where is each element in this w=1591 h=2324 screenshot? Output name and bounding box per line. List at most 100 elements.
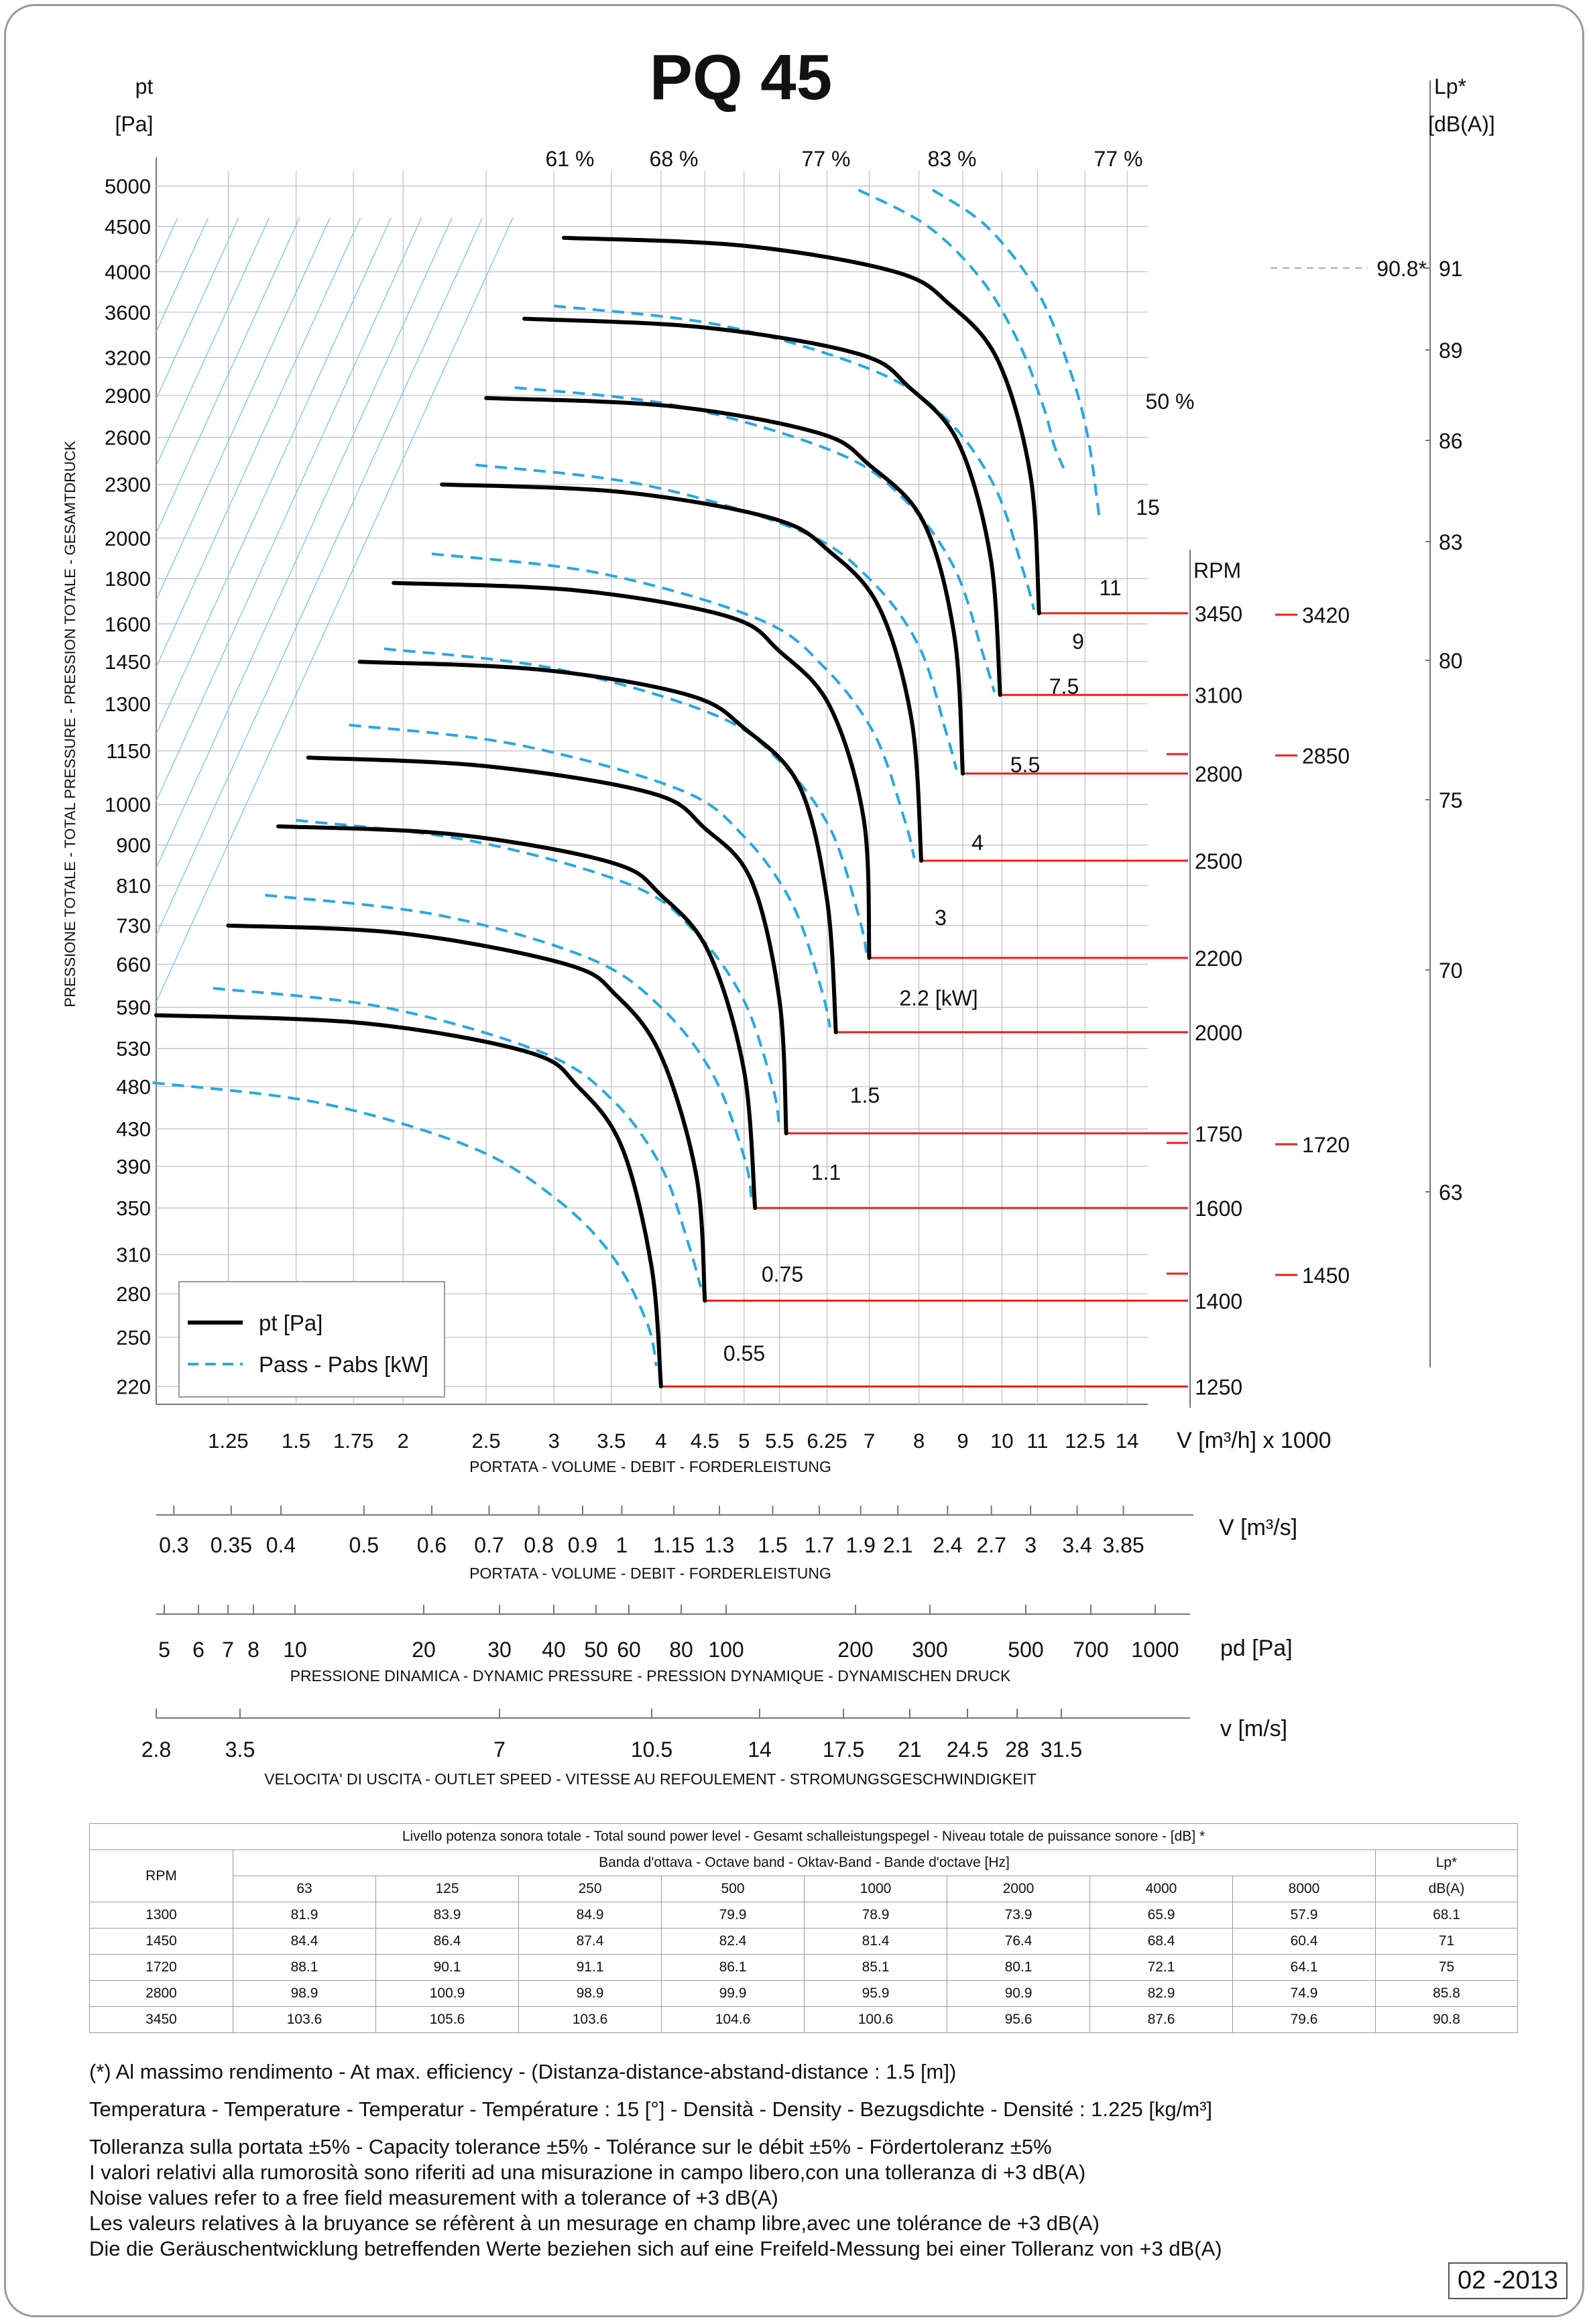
scale-tick-label: 28	[1005, 1737, 1029, 1762]
rpm-label-1750: 1750	[1195, 1122, 1242, 1146]
note-noise-de: Die die Geräuschentwicklung betreffenden…	[89, 2237, 1222, 2260]
band-cell: 125	[375, 1876, 519, 1902]
lp-tick-label: 89	[1439, 339, 1463, 363]
table-cell: 86.1	[661, 1954, 805, 1981]
scale-tick-label: 3.85	[1102, 1533, 1144, 1557]
table-band-header: Banda d'ottava - Octave band - Oktav-Ban…	[233, 1849, 1376, 1876]
table-band-row: 63 125 250 500 1000 2000 4000 8000 dB(A)	[90, 1876, 1519, 1902]
note-efficiency: (*) Al massimo rendimento - At max. effi…	[89, 2060, 957, 2083]
lp-axis-unit: [dB(A)]	[1428, 112, 1495, 136]
scale-tick-label: 1.3	[705, 1533, 734, 1557]
table-cell: 1450	[89, 1928, 233, 1955]
efficiency-line	[156, 217, 422, 802]
table-cell: 99.9	[661, 1980, 805, 2007]
power-label: 11	[1099, 576, 1121, 600]
x-tick-label: 1.25	[208, 1429, 248, 1453]
efficiency-label: 77 %	[802, 147, 851, 171]
chart-labels: 2202502803103503904304805305906607308109…	[105, 147, 1463, 1453]
legend-box	[178, 1281, 445, 1398]
x-tick-label: 8	[913, 1429, 925, 1453]
x-tick-label: 1.5	[282, 1429, 310, 1453]
lp-tick-label: 83	[1439, 530, 1463, 554]
pt-curve-1250	[154, 1013, 663, 1389]
y-axis-unit-pt: [Pa]	[115, 112, 154, 136]
x-tick-label: 11	[1026, 1429, 1048, 1453]
scale-tick-label: 7	[222, 1638, 234, 1662]
scale-tick-label: 2.4	[933, 1533, 962, 1557]
table-cell: 98.9	[518, 1980, 662, 2007]
table-title: Livello potenza sonora totale - Total so…	[89, 1823, 1519, 1850]
y-tick-label: 660	[116, 953, 151, 976]
scale-tick-label: 500	[1008, 1638, 1043, 1662]
x-tick-label: 6.25	[807, 1429, 847, 1453]
x-tick-label: 5.5	[765, 1429, 794, 1453]
efficiency-line	[156, 217, 178, 265]
lp-tick-label: 75	[1439, 788, 1463, 812]
efficiency-line	[156, 217, 270, 467]
efficiency-line	[156, 217, 514, 1003]
scale-tick-label: 80	[669, 1638, 693, 1662]
rpm-extra-label: 3420	[1302, 603, 1350, 627]
x-tick-label: 3.5	[597, 1429, 626, 1453]
scale-tick-label: 21	[898, 1737, 922, 1762]
power-curve-8	[475, 463, 958, 770]
efficiency-line	[156, 217, 239, 400]
x-tick-label: 5	[738, 1429, 750, 1453]
table-cell: 68.4	[1089, 1928, 1233, 1955]
scale-tick-label: 0.4	[266, 1533, 296, 1557]
y-tick-label: 2900	[105, 384, 151, 408]
y-tick-label: 310	[116, 1243, 151, 1267]
table-cell: 100.6	[804, 2006, 947, 2033]
table-row: 1300 81.9 83.9 84.9 79.9 78.9 73.9 65.9 …	[89, 1902, 1519, 1929]
scale-tick-label: 2.8	[141, 1737, 171, 1762]
scale-tick-label: 60	[617, 1638, 641, 1662]
x-tick-label: 9	[957, 1429, 968, 1453]
note-tolerance: Tolleranza sulla portata ±5% - Capacity …	[89, 2135, 1052, 2158]
y-tick-label: 1450	[105, 650, 151, 674]
table-row: 1450 84.4 86.4 87.4 82.4 81.4 76.4 68.4 …	[89, 1928, 1519, 1955]
rpm-label-2800: 2800	[1195, 762, 1242, 786]
band-cell: 250	[518, 1876, 662, 1902]
table-row: 3450 103.6 105.6 103.6 104.6 100.6 95.6 …	[89, 2006, 1519, 2033]
table-cell: 91.1	[518, 1954, 662, 1981]
power-label: 0.55	[723, 1341, 765, 1365]
y-tick-label: 280	[116, 1282, 151, 1306]
band-cell: 8000	[1232, 1876, 1376, 1902]
scale-tick-label: 40	[542, 1638, 566, 1662]
power-curve-2	[213, 987, 703, 1288]
scale-tick-label: 31.5	[1041, 1737, 1082, 1762]
note-temperature: Temperatura - Temperature - Temperatur -…	[89, 2097, 1213, 2121]
table-cell: 2800	[89, 1980, 233, 2007]
table-cell: 65.9	[1089, 1902, 1233, 1929]
rpm-extra-label: 1720	[1302, 1133, 1350, 1157]
x-tick-label: 4.5	[691, 1429, 719, 1453]
table-cell: 81.4	[804, 1928, 947, 1955]
table-row: 2800 98.9 100.9 98.9 99.9 95.9 90.9 82.9…	[89, 1980, 1519, 2007]
legend-power-label: Pass - Pabs [kW]	[259, 1352, 428, 1377]
scale-tick-label: 10.5	[631, 1737, 672, 1762]
pt-curve-3100	[522, 316, 1002, 697]
pt-curve-2200	[392, 580, 872, 960]
scale-tick-label: 6	[192, 1638, 204, 1662]
y-tick-label: 2000	[105, 527, 151, 550]
table-cell: 84.4	[233, 1928, 376, 1955]
scale-tick-label: 50	[584, 1638, 608, 1662]
y-tick-label: 430	[116, 1117, 151, 1141]
scale-tick-label: 0.35	[211, 1533, 252, 1557]
lp-tick-label: 70	[1439, 959, 1463, 983]
table-rpm-header: RPM	[89, 1849, 233, 1902]
y-tick-label: 900	[116, 834, 151, 857]
table-cell: 103.6	[233, 2006, 376, 2033]
table-row: 1720 88.1 90.1 91.1 86.1 85.1 80.1 72.1 …	[89, 1954, 1519, 1981]
rpm-extra-label: 1450	[1302, 1264, 1350, 1288]
power-label: 3	[935, 906, 947, 930]
scale-tick-label: 300	[912, 1638, 947, 1662]
table-cell: 87.6	[1089, 2006, 1233, 2033]
x-tick-label: 1.75	[333, 1429, 373, 1453]
table-cell: 103.6	[518, 2006, 662, 2033]
rpm-label-3450: 3450	[1195, 602, 1242, 626]
chart-grid	[156, 80, 1431, 1408]
sound-power-table: Livello potenza sonora totale - Total so…	[89, 1823, 1519, 2033]
rpm-label-3100: 3100	[1195, 684, 1242, 708]
efficiency-label: 83 %	[928, 147, 977, 171]
